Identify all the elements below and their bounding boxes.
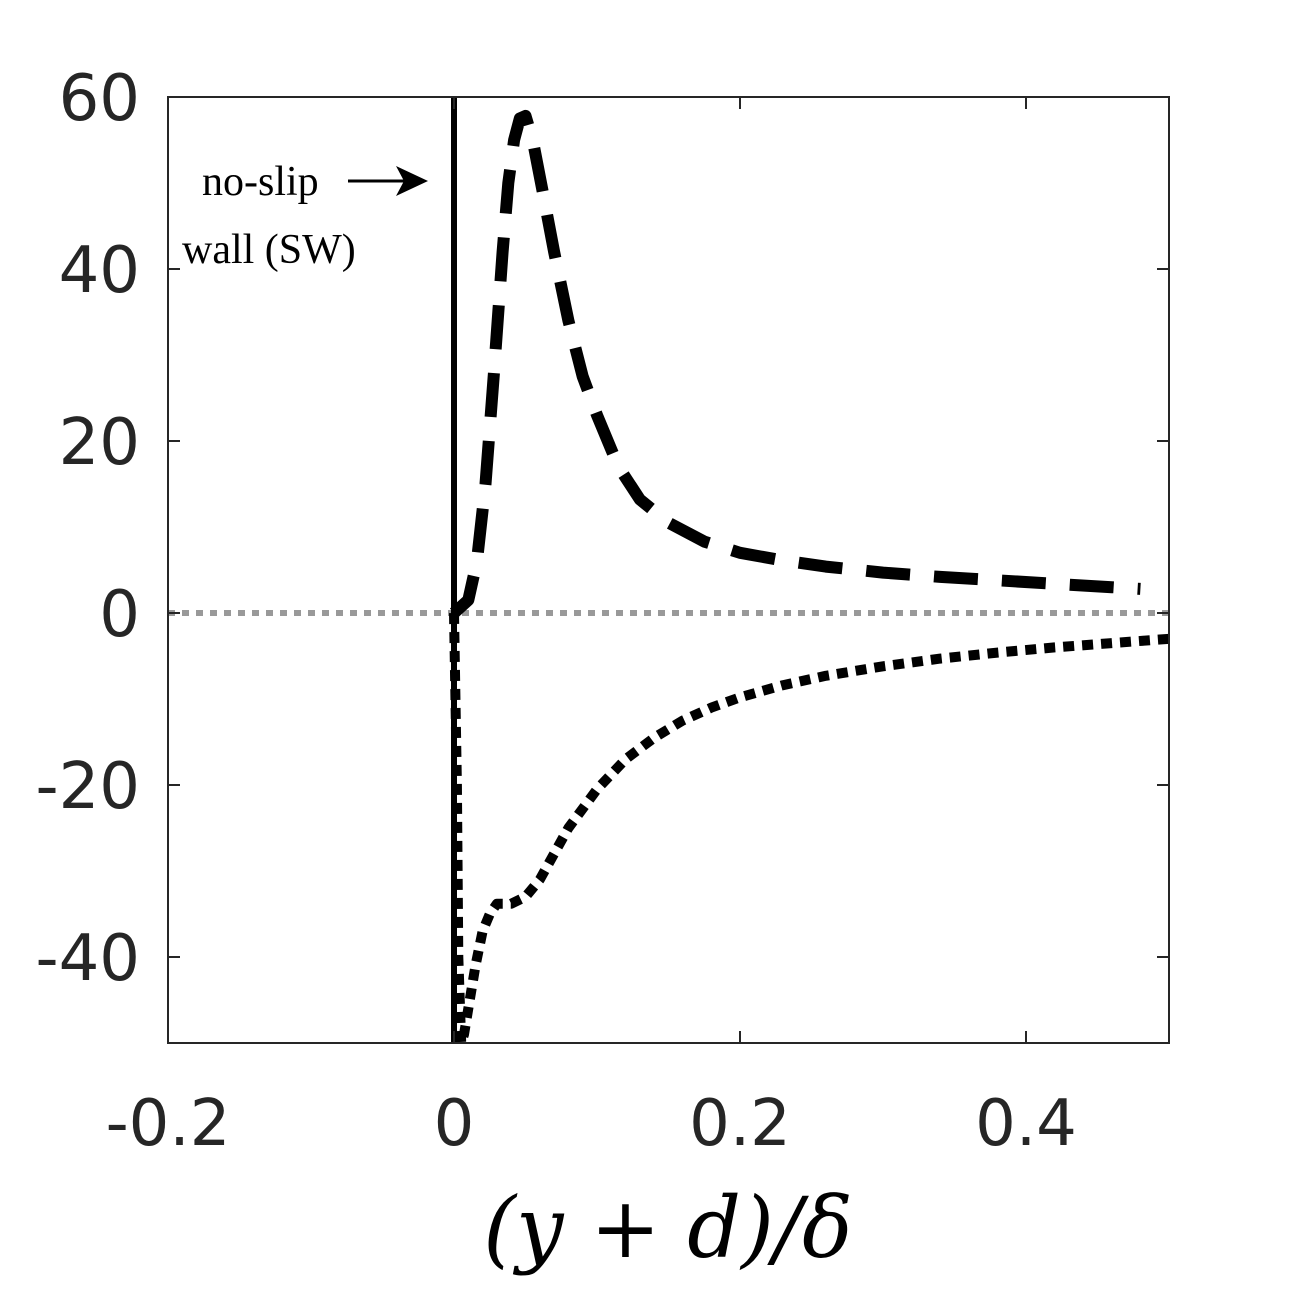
annotation-no-slip: no-slip <box>202 159 319 205</box>
y-tick-label: -40 <box>35 922 140 996</box>
y-tick-label: 40 <box>59 234 140 308</box>
x-axis-label: (y + d)/δ <box>483 1179 852 1277</box>
y-tick-label: 20 <box>59 406 140 480</box>
x-tick-label: 0.2 <box>689 1087 791 1161</box>
plot-frame <box>167 96 1170 1044</box>
x-tick-label: 0.4 <box>975 1087 1077 1161</box>
series-dotted-line <box>449 612 1169 1043</box>
annotation-arrow <box>348 166 428 196</box>
annotation-wall: wall (SW) <box>182 227 356 273</box>
y-tick-label: 0 <box>99 578 140 652</box>
y-tick-label: 60 <box>59 62 140 136</box>
tick-layer: -0.2 0 0.2 0.4 -40 -20 0 20 40 60 <box>35 62 1169 1161</box>
series-dashed-line <box>449 109 1141 618</box>
series-layer <box>168 97 1169 1043</box>
y-tick-label: -20 <box>35 750 140 824</box>
x-tick-label: 0 <box>434 1087 475 1161</box>
x-tick-label: -0.2 <box>106 1087 231 1161</box>
plot-area <box>168 97 1169 1043</box>
